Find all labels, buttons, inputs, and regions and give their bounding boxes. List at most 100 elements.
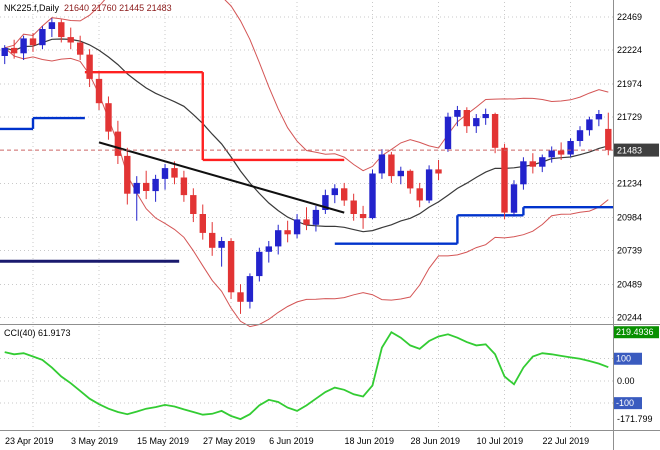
candle-body — [77, 42, 84, 55]
candle-body — [407, 170, 414, 189]
band-upper-line — [4, 0, 609, 172]
candle-body — [29, 38, 37, 46]
price-axis-label: 21974 — [617, 79, 642, 89]
candle-body — [341, 188, 348, 201]
candle-body — [595, 114, 603, 120]
candle-body — [58, 22, 65, 38]
candle-body — [359, 214, 367, 219]
symbol-period-text: NK225.f,Daily — [4, 3, 60, 13]
candle-body — [10, 47, 18, 54]
candle-body — [557, 150, 565, 155]
price-axis-label: 20489 — [617, 279, 642, 289]
candle-body — [416, 188, 423, 201]
candle-body — [350, 200, 357, 214]
candle-body — [161, 168, 169, 179]
date-axis-label: 28 Jun 2019 — [411, 436, 461, 446]
candle-body — [605, 128, 612, 151]
candle-body — [473, 118, 480, 127]
candle-body — [180, 177, 188, 196]
date-axis-label: 23 Apr 2019 — [5, 436, 54, 446]
candle-body — [190, 195, 197, 214]
candle-body — [529, 161, 536, 167]
cci-indicator-label: CCI(40) 61.9173 — [4, 328, 71, 338]
candle-body — [227, 241, 235, 293]
candle-body — [256, 251, 263, 277]
cci-axis-label: -171.799 — [617, 414, 653, 424]
candle-body — [105, 103, 112, 132]
candle-body — [444, 116, 452, 150]
price-badge — [614, 143, 659, 157]
price-axis-label: 21234 — [617, 179, 642, 189]
candle-body — [510, 184, 518, 213]
candle-body — [293, 219, 301, 235]
date-axis-label: 15 May 2019 — [137, 436, 189, 446]
candle-body — [48, 22, 56, 29]
price-axis-label: 22469 — [617, 12, 642, 22]
cci-max-label: 219.4936 — [616, 327, 654, 337]
cci-axis-label: 0.00 — [617, 376, 635, 386]
candle-body — [86, 54, 93, 79]
candle-body — [501, 147, 508, 213]
ohlc-values-text: 21640 21760 21445 21483 — [64, 3, 172, 13]
cci-level-badge — [614, 397, 642, 410]
candle-body — [133, 182, 140, 194]
price-axis-label: 22224 — [617, 45, 642, 55]
candle-body — [67, 37, 74, 43]
candle-body — [95, 78, 103, 104]
candle-body — [586, 119, 593, 131]
candle-body — [1, 47, 8, 56]
candle-body — [312, 209, 320, 225]
candle-body — [397, 170, 404, 177]
candle-body — [454, 110, 461, 117]
candle-body — [567, 141, 574, 155]
date-axis-label: 10 Jul 2019 — [477, 436, 524, 446]
candle-body — [114, 131, 122, 156]
price-axis-label: 20739 — [617, 246, 642, 256]
trendline-object[interactable] — [98, 141, 345, 214]
price-badge-label: 21483 — [617, 146, 642, 156]
candle-body — [39, 29, 46, 46]
candle-body — [171, 168, 178, 178]
candle-body — [284, 230, 291, 235]
cci-line — [4, 330, 609, 421]
candle-body — [576, 130, 584, 141]
candle-body — [331, 188, 338, 196]
candle-body — [463, 110, 470, 127]
candle-body — [275, 230, 282, 247]
candle-body — [388, 154, 395, 177]
candle-body — [548, 150, 555, 158]
cci-level-label: -100 — [616, 398, 634, 408]
date-axis-label: 18 Jun 2019 — [345, 436, 395, 446]
candle-body — [20, 38, 27, 54]
candle-body — [322, 195, 329, 210]
candle-body — [435, 169, 442, 174]
date-axis-label: 27 May 2019 — [203, 436, 255, 446]
candle-body — [209, 232, 216, 248]
cci-level-badge — [614, 352, 642, 365]
date-axis-label: 3 May 2019 — [71, 436, 118, 446]
cci-level-label: 100 — [616, 354, 631, 364]
candle-body — [369, 173, 376, 219]
price-axis-label: 20984 — [617, 212, 642, 222]
candle-body — [218, 241, 225, 248]
price-axis-label: 21729 — [617, 112, 642, 122]
candle-body — [491, 114, 499, 148]
candle-body — [303, 219, 310, 225]
candle-body — [425, 169, 433, 201]
candle-body — [378, 154, 386, 174]
candle-body — [520, 161, 527, 185]
candle-body — [152, 178, 159, 192]
date-axis-label: 6 Jun 2019 — [269, 436, 314, 446]
symbol-ohlc-label: NK225.f,Daily 21640 21760 21445 21483 — [4, 3, 172, 13]
candle-body — [237, 292, 244, 302]
candle-body — [265, 246, 272, 252]
candle-body — [482, 114, 489, 119]
cci-max-badge — [614, 326, 659, 339]
candle-body — [539, 157, 546, 167]
candle-body — [199, 214, 206, 233]
price-axis-label: 20244 — [617, 312, 642, 322]
date-axis-label: 22 Jul 2019 — [543, 436, 590, 446]
